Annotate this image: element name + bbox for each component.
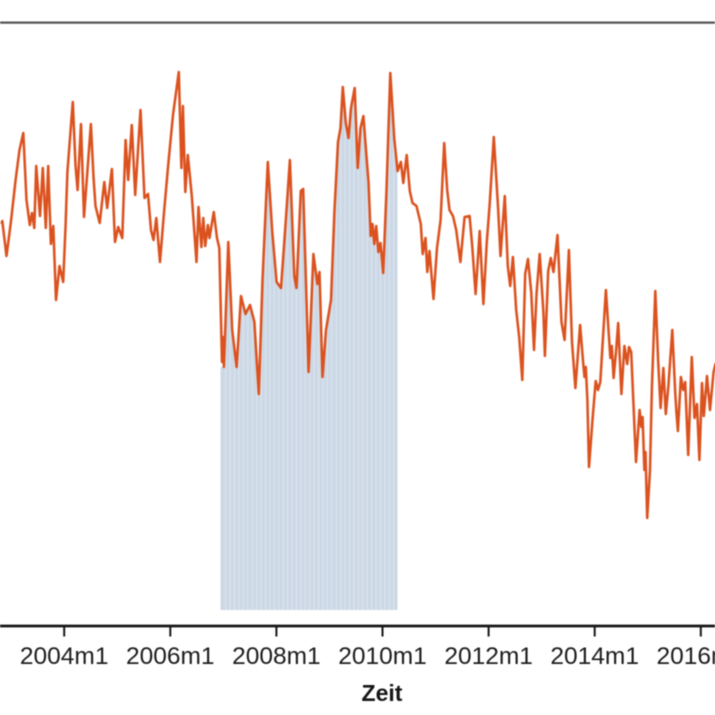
svg-text:2006m1: 2006m1 bbox=[126, 643, 215, 670]
svg-text:2012m1: 2012m1 bbox=[444, 643, 533, 670]
svg-text:Zeit: Zeit bbox=[362, 680, 403, 706]
svg-text:2008m1: 2008m1 bbox=[232, 643, 321, 670]
svg-text:2004m1: 2004m1 bbox=[20, 643, 109, 670]
svg-text:2016m1: 2016m1 bbox=[657, 643, 715, 670]
svg-text:2010m1: 2010m1 bbox=[338, 643, 427, 670]
svg-text:2014m1: 2014m1 bbox=[550, 643, 639, 670]
